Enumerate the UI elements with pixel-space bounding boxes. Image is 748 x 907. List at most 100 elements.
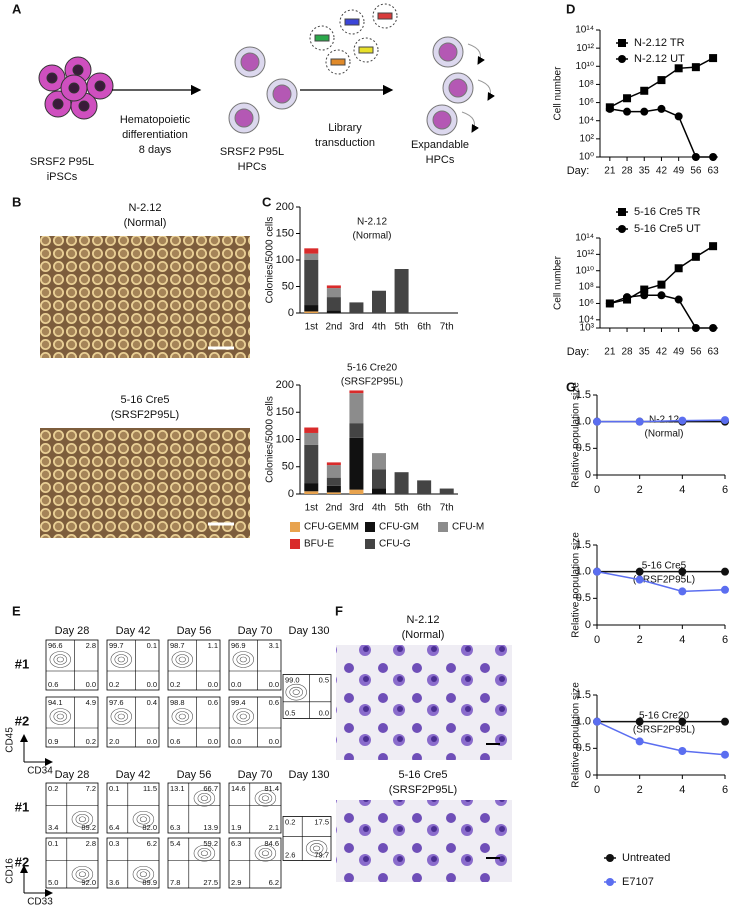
x-tick-label: 2nd (326, 322, 343, 333)
legend-label: Untreated (622, 852, 670, 864)
flow-plot (282, 816, 332, 861)
marker (709, 242, 718, 251)
quadrant-percent: 99.7 (109, 641, 124, 650)
panel-label: G (566, 379, 576, 394)
lentivirus-library (309, 3, 398, 75)
legend-swatch (365, 522, 375, 532)
x-tick-label: 4 (679, 634, 685, 646)
x-tick-label: 49 (673, 347, 685, 358)
legend-label: 5-16 Cre5 UT (634, 223, 701, 235)
contour (200, 850, 208, 857)
row-label: #1 (15, 656, 29, 671)
schematic-text: 8 days (139, 144, 172, 156)
quadrant-percent: 97.6 (109, 698, 124, 707)
x-tick-label: 4 (679, 784, 685, 796)
quadrant-percent: 27.5 (203, 878, 218, 887)
contour (49, 651, 72, 668)
quadrant-percent: 82.0 (142, 823, 157, 832)
marker (635, 575, 644, 584)
schematic-text: SRSF2 P95L (220, 146, 284, 158)
schematic-text: SRSF2 P95L (30, 156, 94, 168)
marker (678, 747, 687, 755)
flow-plot (228, 696, 282, 748)
marker (678, 717, 687, 726)
marker (674, 112, 683, 121)
y-tick-label: 0 (585, 619, 591, 631)
contour (110, 708, 133, 725)
contour (53, 711, 68, 722)
quadrant-percent: 0.0 (231, 680, 241, 689)
x-tick-label: 2 (637, 484, 643, 496)
bar-segment (304, 432, 319, 445)
y-axis-label: Colonies/5000 cells (265, 396, 276, 483)
x-axis-label: CD34 (27, 766, 53, 777)
legend-label: BFU-E (304, 539, 334, 550)
quadrant-percent: 0.1 (109, 784, 119, 793)
y-tick-label: 1.5 (576, 689, 591, 701)
day-label: Day 56 (177, 769, 212, 781)
y-tick-label: 0.5 (576, 742, 591, 754)
quadrant-percent: 0.0 (319, 708, 329, 717)
flow-plot (45, 782, 99, 834)
legend-swatch (290, 522, 300, 532)
quadrant-percent: 0.2 (170, 680, 180, 689)
quadrant-percent: 0.2 (48, 784, 58, 793)
chart-title: (Normal) (645, 429, 684, 440)
x-tick-label: 1st (305, 322, 319, 333)
quadrant-percent: 0.1 (48, 839, 58, 848)
quadrant-percent: 2.9 (231, 878, 241, 887)
y-tick-label: 10⁸ (579, 79, 594, 90)
y-tick-label: 10⁸ (579, 282, 594, 293)
y-tick-label: 0.5 (576, 442, 591, 454)
quadrant-percent: 6.4 (109, 823, 119, 832)
chart-title: (SRSF2P95L) (341, 377, 403, 388)
bar-segment (349, 489, 364, 494)
x-tick-label: 42 (656, 166, 668, 177)
flow-plot (167, 782, 221, 834)
schematic-text: transduction (315, 137, 375, 149)
y-tick-label: 200 (276, 379, 294, 391)
contour (313, 845, 321, 852)
quadrant-percent: 6.3 (170, 823, 180, 832)
quadrant-percent: 2.0 (109, 737, 119, 746)
marker (691, 252, 700, 261)
y-tick-label: 1.0 (576, 566, 591, 578)
quadrant-percent: 0.0 (147, 680, 157, 689)
quadrant-percent: 2.1 (269, 823, 279, 832)
quadrant-percent: 11.5 (143, 784, 157, 793)
contour (258, 847, 273, 859)
marker (593, 567, 601, 576)
flow-plot (106, 639, 160, 691)
quadrant-percent: 2.8 (86, 641, 96, 650)
contour (232, 708, 255, 725)
y-tick-label: 10² (580, 133, 595, 144)
y-axis-label: Relative population size (571, 382, 582, 488)
cytospin-image (336, 800, 512, 882)
flow-plot (167, 837, 221, 889)
bar-segment (326, 310, 341, 313)
marker (721, 750, 729, 759)
x-axis-label: CD33 (27, 897, 53, 907)
marker (657, 280, 666, 289)
flow-plot (106, 837, 160, 889)
y-tick-label: 200 (276, 201, 294, 213)
x-tick-label: 1st (305, 503, 319, 514)
quadrant-percent: 0.0 (208, 680, 218, 689)
quadrant-percent: 0.4 (147, 698, 157, 707)
marker (674, 295, 683, 304)
micrograph-title: (Normal) (124, 217, 167, 229)
y-tick-label: 150 (276, 227, 294, 239)
y-axis-label: CD45 (5, 727, 16, 753)
quadrant-percent: 14.6 (231, 784, 246, 793)
day-label: Day 28 (55, 769, 90, 781)
contour (309, 843, 324, 854)
bar-segment (304, 491, 319, 494)
contour (239, 656, 247, 663)
quadrant-percent: 5.0 (48, 878, 58, 887)
quadrant-percent: 98.8 (170, 698, 185, 707)
y-tick-label: 150 (276, 406, 294, 418)
marker (657, 104, 666, 113)
quadrant-percent: 0.9 (48, 737, 58, 746)
y-tick-label: 1.0 (576, 416, 591, 428)
